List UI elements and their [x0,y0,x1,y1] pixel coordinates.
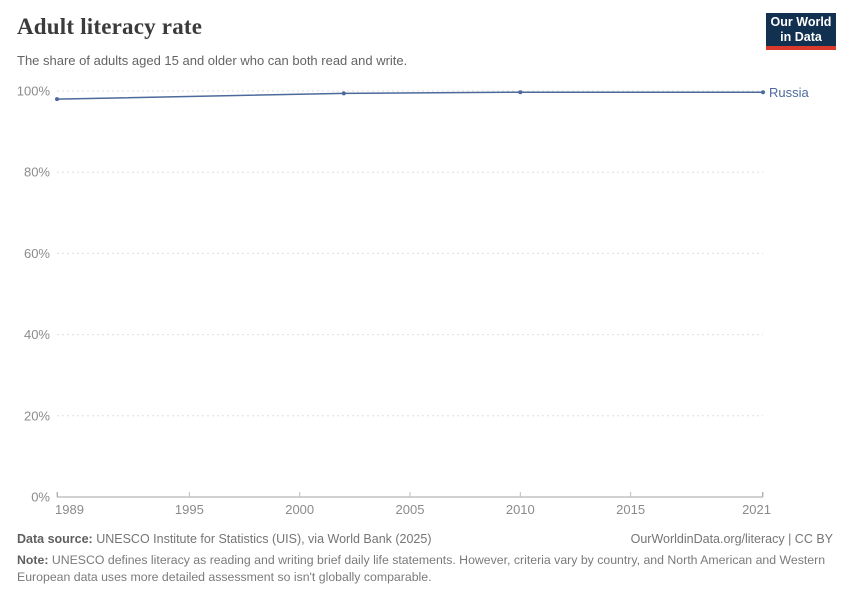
line-chart: 0% 20% 40% 60% 80% 100% 1989 1995 2000 2005 2010 20… [17,84,771,518]
y-tick-label: 80% [24,165,50,180]
x-tick-label: 1995 [175,502,204,517]
x-tick-label: 2021 [742,502,771,517]
note-value: UNESCO defines literacy as reading and w… [17,553,826,584]
chart-subtitle: The share of adults aged 15 and older wh… [17,53,408,68]
data-point[interactable] [55,97,59,102]
owid-license-link[interactable]: OurWorldinData.org/literacy | CC BY [630,532,833,546]
x-tick-label: 2005 [396,502,425,517]
x-tick-label: 2000 [285,502,314,517]
data-point[interactable] [341,91,346,96]
data-source-value: UNESCO Institute for Statistics (UIS), v… [92,532,432,546]
owid-logo-line1: Our World [770,14,832,29]
source-row: Data source: UNESCO Institute for Statis… [17,532,833,546]
owid-logo-line2: in Data [780,29,822,44]
data-source-label: Data source: [17,532,93,546]
owid-logo[interactable]: Our World in Data [766,13,836,50]
y-tick-label: 0% [31,490,50,505]
series-line-russia[interactable] [56,91,763,100]
page-title: Adult literacy rate [17,14,203,39]
x-tick-label: 2015 [616,502,645,517]
x-tick-label: 1989 [55,502,84,517]
note-row: Note: UNESCO defines literacy as reading… [17,552,833,586]
y-tick-label: 60% [24,246,50,261]
chart-footer: Data source: UNESCO Institute for Statis… [17,532,833,586]
y-tick-label: 20% [24,408,50,423]
note-label: Note: [17,553,49,567]
data-point[interactable] [518,90,523,95]
data-source-text: Data source: UNESCO Institute for Statis… [17,532,432,546]
y-tick-label: 100% [17,84,51,99]
y-tick-label: 40% [24,327,50,342]
data-point[interactable] [761,90,765,95]
series-end-label[interactable]: Russia [769,84,809,100]
x-tick-label: 2010 [506,502,535,517]
